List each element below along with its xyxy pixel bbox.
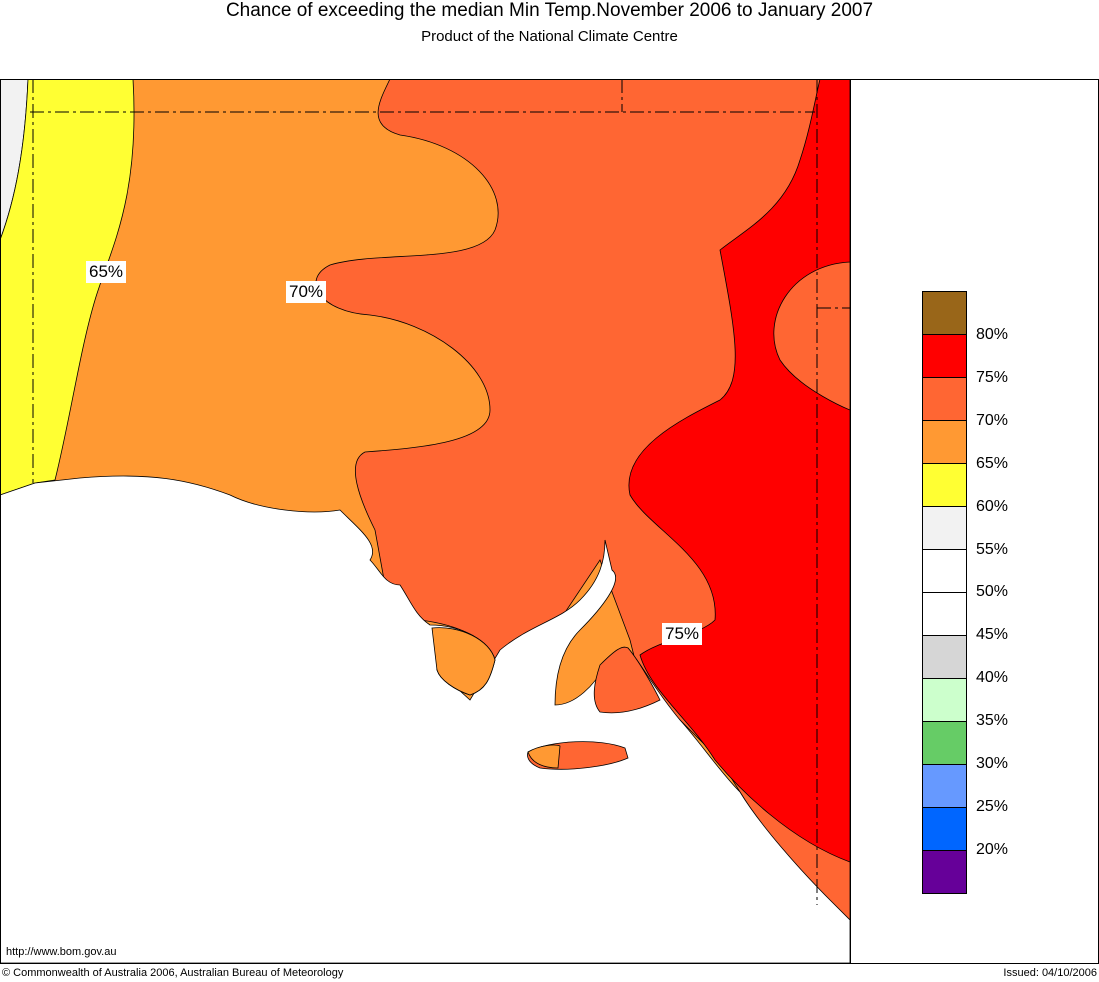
ocean xyxy=(0,475,850,963)
legend-swatch xyxy=(923,421,966,464)
legend-label: 30% xyxy=(976,755,1009,772)
map-subtitle: Product of the National Climate Centre xyxy=(421,28,678,45)
website-url: http://www.bom.gov.au xyxy=(6,946,117,958)
legend-label: 45% xyxy=(976,626,1009,644)
legend-label: 50% xyxy=(976,583,1009,601)
legend-swatch xyxy=(923,292,966,335)
legend-swatch xyxy=(923,808,966,851)
legend-swatch xyxy=(923,507,966,550)
map-title: Chance of exceeding the median Min Temp.… xyxy=(225,0,874,21)
legend-label: 70% xyxy=(976,411,1009,429)
legend-swatch xyxy=(923,636,966,679)
copyright: © Commonwealth of Australia 2006, Austra… xyxy=(2,967,344,979)
contour-label-70: 70% xyxy=(286,281,327,303)
legend-label: 20% xyxy=(976,840,1009,858)
legend-swatch xyxy=(923,679,966,722)
legend-swatch xyxy=(923,335,966,378)
legend-label: 40% xyxy=(976,669,1009,687)
yorke-peninsula xyxy=(593,646,661,714)
contour-label-75: 75% xyxy=(662,623,703,645)
region-75-80 xyxy=(628,79,850,863)
contour-label-65: 65% xyxy=(86,261,127,283)
legend-swatch xyxy=(923,550,966,593)
legend-label: 35% xyxy=(976,712,1009,730)
legend-swatch xyxy=(923,464,966,507)
legend-label: 25% xyxy=(976,797,1009,815)
legend-label: 80% xyxy=(976,326,1009,343)
legend-label: 55% xyxy=(976,540,1009,558)
legend-label: 60% xyxy=(976,497,1009,515)
legend-swatch xyxy=(923,851,966,893)
issued-date: Issued: 04/10/2006 xyxy=(1003,967,1097,979)
legend-swatch xyxy=(923,378,966,421)
legend-swatch xyxy=(923,722,966,765)
legend-label: 75% xyxy=(976,368,1009,386)
legend-label: 65% xyxy=(976,454,1009,472)
color-legend xyxy=(922,291,967,894)
legend-swatch xyxy=(923,593,966,636)
eyre-peninsula-tip xyxy=(431,627,496,696)
legend-swatch xyxy=(923,765,966,808)
